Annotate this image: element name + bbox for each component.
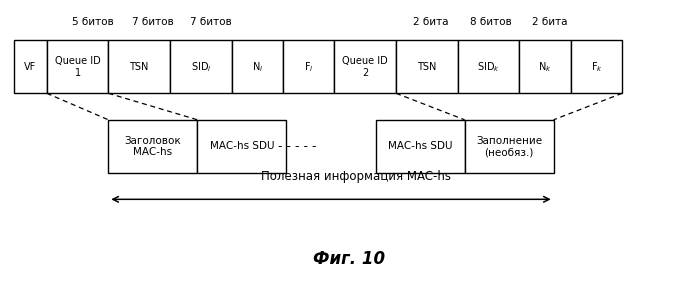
Text: MAC-hs SDU: MAC-hs SDU [210,141,274,151]
Text: N$_l$: N$_l$ [252,60,263,74]
Bar [334,40,396,93]
Bar [231,40,283,93]
Text: 5 битов: 5 битов [72,17,113,27]
Bar [47,40,108,93]
Text: F$_k$: F$_k$ [591,60,603,74]
Text: 8 битов: 8 битов [470,17,512,27]
Text: Заполнение
(необяз.): Заполнение (необяз.) [476,136,542,157]
Bar [519,40,571,93]
Text: 7 битов: 7 битов [189,17,231,27]
Text: VF: VF [24,62,36,72]
Text: TSN: TSN [417,62,437,72]
Text: 2 бита: 2 бита [533,17,568,27]
Text: 2 бита: 2 бита [412,17,448,27]
Bar [170,40,231,93]
Text: Фиг. 10: Фиг. 10 [313,250,386,268]
Bar [465,120,554,173]
Text: F$_l$: F$_l$ [304,60,314,74]
Text: TSN: TSN [129,62,149,72]
Text: N$_k$: N$_k$ [538,60,552,74]
Bar [375,120,465,173]
Bar [458,40,519,93]
Bar [108,40,170,93]
Text: - - - - -: - - - - - [278,140,316,153]
Text: MAC-hs SDU: MAC-hs SDU [388,141,452,151]
Bar [396,40,458,93]
Text: Полезная информация MAC-hs: Полезная информация MAC-hs [261,170,452,183]
Bar [108,120,197,173]
Bar [571,40,622,93]
Text: SID$_l$: SID$_l$ [191,60,211,74]
Text: Queue ID
1: Queue ID 1 [55,56,101,78]
Text: Заголовок
MAC-hs: Заголовок MAC-hs [124,136,181,157]
Text: 7 битов: 7 битов [132,17,174,27]
Text: SID$_k$: SID$_k$ [477,60,500,74]
Bar [283,40,334,93]
Text: Queue ID
2: Queue ID 2 [343,56,388,78]
Bar [197,120,287,173]
Bar [14,40,47,93]
